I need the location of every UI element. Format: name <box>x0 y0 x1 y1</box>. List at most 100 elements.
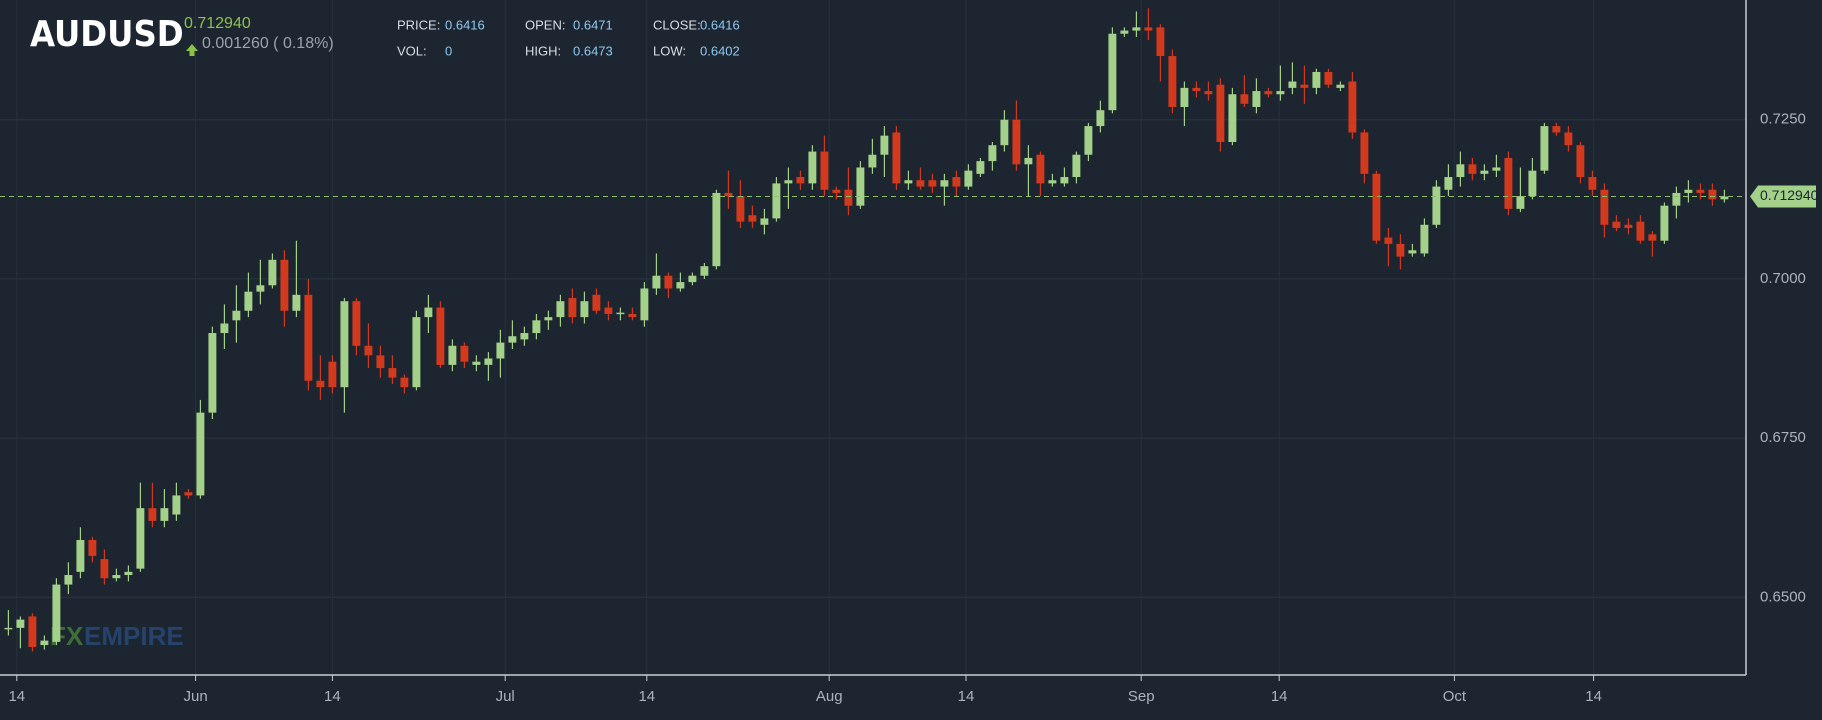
candle-body <box>904 180 913 184</box>
stat-label: PRICE: <box>397 17 440 32</box>
candle-body <box>388 368 397 378</box>
y-tick-label: 0.7000 <box>1760 270 1806 287</box>
candle-body <box>592 294 601 311</box>
candle-body <box>1648 234 1657 241</box>
candle-body <box>1252 91 1261 107</box>
candle-body <box>880 135 889 155</box>
candle-body <box>328 361 337 388</box>
candle-body <box>172 495 181 515</box>
x-tick-label: Jul <box>496 688 515 705</box>
candle-body <box>736 196 745 222</box>
candle-body <box>1300 84 1309 88</box>
candle-body <box>940 180 949 187</box>
candle-body <box>1144 27 1153 31</box>
candle-body <box>1324 71 1333 85</box>
candle-body <box>1720 196 1729 200</box>
candle-body <box>868 154 877 168</box>
candle-body <box>808 151 817 184</box>
candle-body <box>1600 189 1609 225</box>
candle-body <box>1624 224 1633 228</box>
candle-body <box>976 161 985 174</box>
candle-body <box>1312 71 1321 88</box>
candle-body <box>544 317 553 321</box>
watermark-empire: EMPIRE <box>84 621 184 651</box>
candle-body <box>208 333 217 413</box>
candle-body <box>124 571 133 576</box>
stat-value: 0.6416 <box>445 17 485 32</box>
last-price-tag <box>1750 185 1816 208</box>
x-tick-label: 14 <box>1271 688 1288 705</box>
candle-body <box>1384 237 1393 244</box>
candle-body <box>1096 110 1105 127</box>
candle-body <box>436 307 445 365</box>
candle-body <box>1192 87 1201 92</box>
candle-body <box>1396 243 1405 257</box>
candle-body <box>16 619 25 628</box>
candle-body <box>1636 221 1645 241</box>
last-price-label: 0.712940 <box>1760 187 1819 203</box>
candle-body <box>76 540 85 572</box>
candle-body <box>688 275 697 283</box>
stat-label: HIGH: <box>525 43 561 58</box>
candle-body <box>244 291 253 311</box>
x-tick-label: Sep <box>1128 688 1155 705</box>
candle-body <box>1156 27 1165 57</box>
candle-body <box>256 285 265 292</box>
stat-label: LOW: <box>653 43 686 58</box>
stat-value: 0.6471 <box>573 17 613 32</box>
candle-body <box>1132 27 1141 31</box>
candle-body <box>1180 87 1189 107</box>
x-tick-label: 14 <box>324 688 341 705</box>
candle-body <box>796 177 805 184</box>
candle-body <box>304 294 313 381</box>
candle-body <box>604 307 613 314</box>
candle-body <box>1672 192 1681 206</box>
candle-body <box>988 145 997 162</box>
candle-body <box>4 627 13 630</box>
x-tick-label: 14 <box>8 688 25 705</box>
candle-body <box>1492 167 1501 171</box>
candle-body <box>1228 94 1237 143</box>
candle-body <box>1048 180 1057 184</box>
candle-body <box>352 301 361 346</box>
change: 0.001260 ( 0.18%) <box>202 35 334 52</box>
candle-body <box>1072 154 1081 178</box>
candle-body <box>928 180 937 187</box>
up-arrow-icon <box>186 44 198 56</box>
candle-body <box>40 640 49 646</box>
candle-body <box>700 266 709 276</box>
candle-body <box>1432 186 1441 225</box>
candle-body <box>676 282 685 289</box>
candle-body <box>712 192 721 267</box>
x-tick-label: 14 <box>958 688 975 705</box>
candle-body <box>1216 84 1225 143</box>
stat-label: VOL: <box>397 43 427 58</box>
candle-body <box>532 320 541 334</box>
stat-value: 0.6416 <box>700 17 740 32</box>
candle-body <box>832 189 841 193</box>
stat-value: 0 <box>445 43 452 58</box>
stat-label: OPEN: <box>525 17 565 32</box>
candle-body <box>496 342 505 359</box>
candle-body <box>1444 177 1453 190</box>
candle-body <box>1684 189 1693 193</box>
candle-body <box>1480 170 1489 174</box>
symbol: AUDUSD <box>30 14 184 55</box>
candle-body <box>1576 145 1585 178</box>
candle-body <box>412 317 421 388</box>
candle-body <box>376 355 385 369</box>
candle-body <box>1060 177 1069 184</box>
candle-body <box>316 380 325 388</box>
candle-body <box>1504 157 1513 209</box>
candle-body <box>472 361 481 365</box>
candle-body <box>1420 224 1429 254</box>
candle-body <box>268 259 277 286</box>
candle-body <box>664 275 673 289</box>
candle-body <box>88 540 97 556</box>
candle-body <box>820 151 829 190</box>
candle-body <box>520 333 529 340</box>
candle-body <box>400 377 409 388</box>
candle-body <box>556 301 565 318</box>
